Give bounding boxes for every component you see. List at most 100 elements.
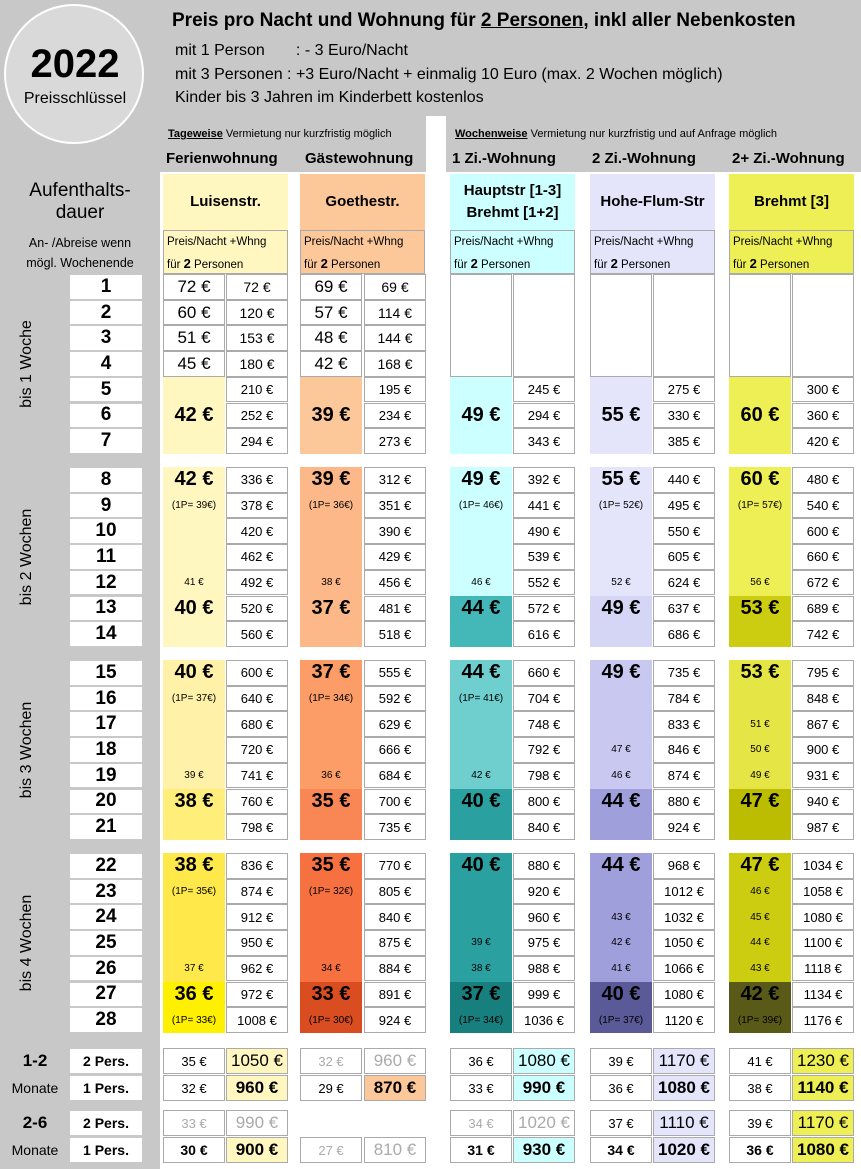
apt-name-2: Hauptstr [1-3] Brehmt [1+2] xyxy=(450,174,575,230)
total-haupt: 920 € xyxy=(513,878,575,905)
empty-cell xyxy=(729,274,791,377)
total-hohe: 833 € xyxy=(653,711,715,738)
nightly-price: 47 € xyxy=(611,744,631,756)
nightly-price: 49 € xyxy=(750,770,770,782)
apt-unit-line2: für 2 Personen xyxy=(733,253,853,276)
price-block xyxy=(729,595,791,647)
info-line-3: Kinder bis 3 Jahren im Kinderbett kosten… xyxy=(175,89,484,106)
info-line-2: mit 3 Personen : +3 Euro/Nacht + einmali… xyxy=(175,66,723,83)
total-hohe: 385 € xyxy=(653,428,715,454)
empty-cell xyxy=(450,274,512,377)
day-price-luisen: 72 € xyxy=(163,274,225,300)
total-luisen: 252 € xyxy=(226,402,288,429)
total-luisen: 1008 € xyxy=(226,1007,288,1033)
day-price-goethe: 69 € xyxy=(300,274,362,300)
nightly-price: (1P= 46€) xyxy=(458,500,504,512)
price-block xyxy=(590,660,652,789)
nightly-price: 36 € xyxy=(174,982,214,1005)
price-block xyxy=(163,853,225,982)
total-haupt: 572 € xyxy=(513,595,575,622)
apt-name-4: Brehmt [3] xyxy=(729,174,854,230)
pn-persons: Personen xyxy=(190,259,244,271)
total-luisen: 972 € xyxy=(226,981,288,1008)
total-haupt: 245 € xyxy=(513,376,575,403)
total-luisen: 720 € xyxy=(226,737,288,763)
price-block xyxy=(590,853,652,982)
total-haupt: 975 € xyxy=(513,930,575,956)
price-block xyxy=(590,788,652,840)
nightly-price: 39 € xyxy=(184,770,204,782)
day-number: 22 xyxy=(70,854,142,878)
price-block xyxy=(300,376,362,454)
apt-unit-line1: Preis/Nacht +Whng xyxy=(594,236,694,248)
month-total: 1230 € xyxy=(792,1048,854,1074)
nightly-price: 46 € xyxy=(471,577,491,589)
nightly-price: (1P= 39€) xyxy=(171,500,217,512)
price-block xyxy=(590,981,652,1033)
total-goethe: 770 € xyxy=(364,853,426,879)
nightly-price: 42 € xyxy=(174,403,214,426)
aufenthalt-label-1: Aufenthalts- xyxy=(29,180,131,201)
price-block xyxy=(450,467,512,596)
total-brehmt: 1080 € xyxy=(792,904,854,931)
month-rate: 37 € xyxy=(590,1110,652,1136)
total-goethe: 884 € xyxy=(364,955,426,982)
day-number: 8 xyxy=(70,468,142,492)
pn-persons: Personen xyxy=(327,259,381,271)
month-total: 1020 € xyxy=(513,1110,575,1136)
total-goethe: 195 € xyxy=(364,376,426,403)
apt-unit-line2: für 2 Personen xyxy=(454,253,574,276)
nightly-price: 55 € xyxy=(601,403,641,426)
day-number: 19 xyxy=(70,763,142,788)
total-haupt: 552 € xyxy=(513,569,575,596)
key-label: Preisschlüssel xyxy=(23,90,127,107)
month-rate: 36 € xyxy=(729,1137,791,1163)
apt-unit-line1: Preis/Nacht +Whng xyxy=(304,236,404,248)
day-number: 26 xyxy=(70,956,142,981)
pn-persons: Personen xyxy=(477,259,531,271)
nightly-price: 42 € xyxy=(740,982,780,1005)
nightly-price: 36 € xyxy=(321,770,341,782)
day-number: 9 xyxy=(70,493,142,518)
nightly-price: 55 € xyxy=(601,468,641,491)
year-badge xyxy=(4,4,144,144)
month-rate: 32 € xyxy=(163,1075,225,1101)
total-goethe: 312 € xyxy=(364,467,426,493)
total-luisen: 336 € xyxy=(226,467,288,493)
nightly-price: 37 € xyxy=(461,982,501,1005)
month-total: 1140 € xyxy=(792,1075,854,1101)
pn-persons: Personen xyxy=(756,259,810,271)
total-haupt: 792 € xyxy=(513,737,575,763)
nightly-price: 44 € xyxy=(461,661,501,684)
total-brehmt: 600 € xyxy=(792,518,854,545)
page-title: Preis pro Nacht und Wohnung für 2 Person… xyxy=(172,10,796,31)
day-number: 24 xyxy=(70,905,142,930)
total-goethe: 666 € xyxy=(364,737,426,763)
total-goethe: 234 € xyxy=(364,402,426,429)
total-hohe: 1066 € xyxy=(653,955,715,982)
apt-unit-line2: für 2 Personen xyxy=(167,253,287,276)
nightly-price: 44 € xyxy=(601,854,641,877)
nightly-price: 38 € xyxy=(174,789,214,812)
price-block xyxy=(590,595,652,647)
month-rate: 36 € xyxy=(590,1075,652,1101)
day-price-luisen: 60 € xyxy=(163,299,225,326)
empty-cell xyxy=(513,274,575,377)
price-block xyxy=(590,376,652,454)
total-hohe: 968 € xyxy=(653,853,715,879)
month-total: 810 € xyxy=(364,1137,426,1163)
total-goethe: 390 € xyxy=(364,518,426,545)
apt-unit-3: Preis/Nacht +Whng für 2 Personen xyxy=(590,230,715,274)
total-hohe: 495 € xyxy=(653,492,715,519)
nightly-price: 60 € xyxy=(740,468,780,491)
price-block xyxy=(300,788,362,840)
nightly-price: 39 € xyxy=(311,468,351,491)
persons-label: 1 Pers. xyxy=(70,1138,142,1162)
price-block xyxy=(450,853,512,982)
nightly-price: 34 € xyxy=(321,963,341,975)
nightly-price: (1P= 37€) xyxy=(598,1014,644,1026)
month-rate: 29 € xyxy=(300,1075,362,1101)
total-hohe: 440 € xyxy=(653,467,715,493)
total-goethe: 555 € xyxy=(364,660,426,686)
pn-two: 2 xyxy=(610,256,618,271)
